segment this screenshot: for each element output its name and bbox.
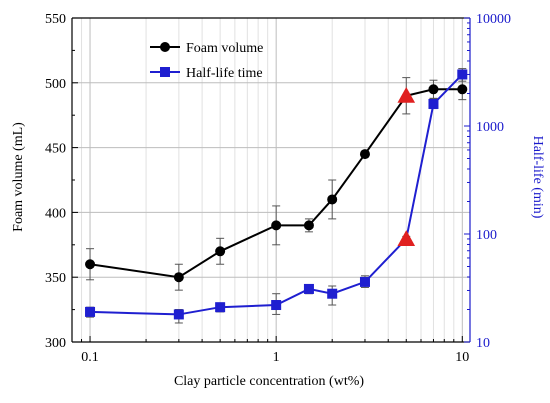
x-tick-label: 1 — [273, 350, 280, 365]
x-tick-label: 0.1 — [81, 350, 99, 365]
highlight-triangle-marker — [397, 86, 416, 103]
left-y-axis: 300 350 400 450 500 550 — [45, 12, 78, 351]
data-point — [327, 288, 338, 299]
series-foam-volume — [85, 77, 468, 291]
highlight-triangle-marker — [397, 230, 416, 246]
data-point — [85, 259, 96, 270]
data-point — [457, 84, 468, 95]
plot-frame — [71, 17, 471, 343]
legend: Foam volume Half-life time — [150, 41, 263, 81]
left-y-tick-label: 450 — [45, 142, 66, 157]
data-point — [359, 149, 370, 160]
data-point — [271, 300, 282, 311]
x-axis-label: Clay particle concentration (wt%) — [174, 374, 364, 389]
x-axis: 0.1 1 10 — [71, 336, 469, 365]
series-layer — [85, 68, 468, 324]
right-y-tick-label: 1000 — [476, 120, 504, 135]
left-y-axis-label: Foam volume (mL) — [11, 122, 26, 232]
right-y-tick-label: 10000 — [476, 12, 511, 27]
legend-marker — [160, 67, 170, 77]
legend-label: Half-life time — [186, 66, 263, 81]
data-point — [271, 220, 282, 231]
left-y-tick-label: 400 — [45, 206, 66, 221]
left-y-tick-label: 300 — [45, 336, 66, 351]
data-point — [303, 283, 314, 294]
right-y-axis-label: Half-life (min) — [530, 136, 545, 219]
right-y-axis: 10 100 1000 10000 — [464, 12, 511, 351]
data-point — [428, 84, 439, 95]
data-point — [457, 69, 468, 80]
grid-lines — [71, 17, 470, 343]
legend-marker — [160, 42, 170, 52]
data-point — [303, 220, 314, 231]
right-y-tick-label: 10 — [476, 336, 490, 351]
data-point — [173, 309, 184, 320]
data-point — [173, 272, 184, 283]
series-line — [89, 88, 463, 279]
left-y-tick-label: 500 — [45, 77, 66, 92]
data-point — [215, 246, 226, 257]
x-tick-label: 10 — [455, 350, 469, 365]
data-point — [327, 194, 338, 205]
right-y-tick-label: 100 — [476, 228, 497, 243]
data-point — [428, 98, 439, 109]
data-point — [215, 302, 226, 313]
legend-label: Foam volume — [186, 41, 263, 56]
series-line — [90, 73, 464, 316]
left-y-tick-label: 550 — [45, 12, 66, 27]
data-point — [85, 306, 96, 317]
data-point — [359, 276, 370, 287]
series-half-life — [85, 68, 468, 324]
left-y-tick-label: 350 — [45, 271, 66, 286]
